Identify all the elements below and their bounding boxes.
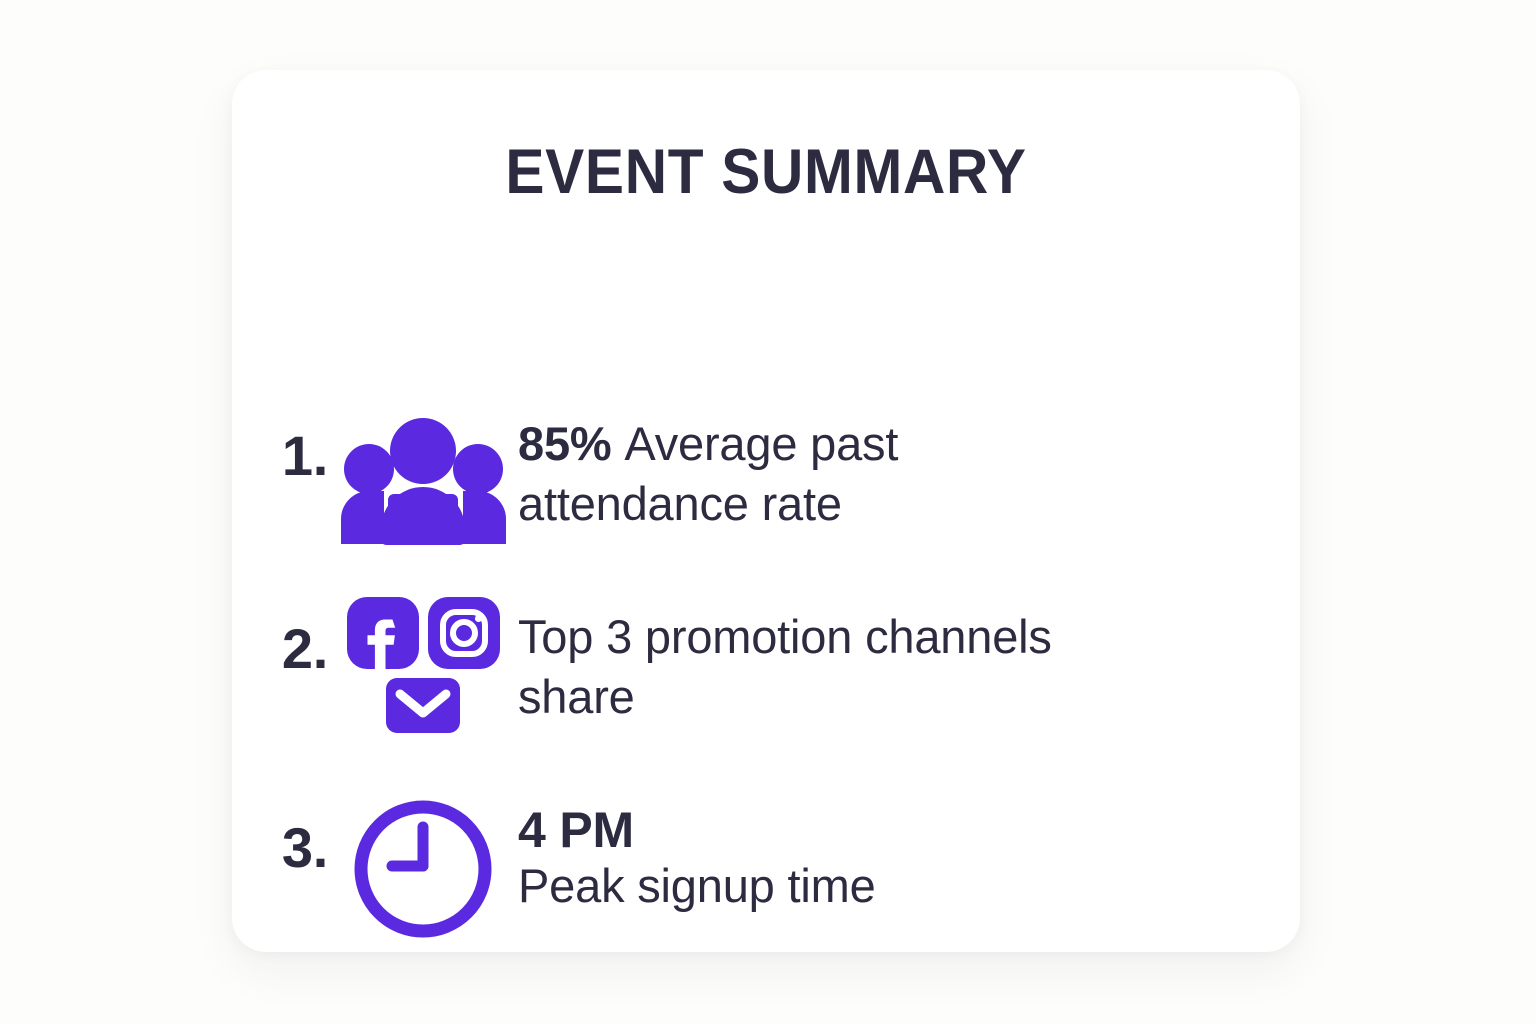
list-item-text: 85% Average past attendance rate bbox=[518, 414, 1078, 534]
channel-icon-stack bbox=[346, 597, 500, 734]
stat-label: Peak signup time bbox=[518, 859, 876, 913]
instagram-icon bbox=[427, 597, 500, 670]
stat-spacer bbox=[612, 417, 625, 470]
list-item: 1. bbox=[232, 414, 1300, 547]
people-group-icon bbox=[328, 414, 518, 547]
list-item-number: 2. bbox=[281, 617, 328, 681]
clock-icon bbox=[328, 792, 518, 944]
stat-label: Average past attendance rate bbox=[518, 417, 899, 531]
stat-value: 85% bbox=[518, 417, 612, 471]
page-title: EVENT SUMMARY bbox=[505, 137, 1027, 207]
list-item-text: 4 PM Peak signup time bbox=[518, 792, 1078, 914]
event-summary-card: EVENT SUMMARY 1. bbox=[232, 70, 1300, 952]
email-icon bbox=[386, 678, 460, 734]
list-item-number: 3. bbox=[281, 816, 328, 880]
stat-label: Top 3 promotion channels share bbox=[518, 610, 1052, 724]
facebook-icon bbox=[346, 597, 419, 670]
channel-icon-row bbox=[346, 597, 500, 670]
list-item: 2. bbox=[232, 595, 1300, 734]
social-channels-icon bbox=[328, 595, 518, 734]
stat-value: 4 PM bbox=[518, 802, 634, 859]
list-item-text: Top 3 promotion channels share bbox=[518, 595, 1078, 727]
list-item-number: 1. bbox=[281, 424, 328, 488]
list-item: 3. 4 PM Peak signup time bbox=[232, 792, 1300, 944]
